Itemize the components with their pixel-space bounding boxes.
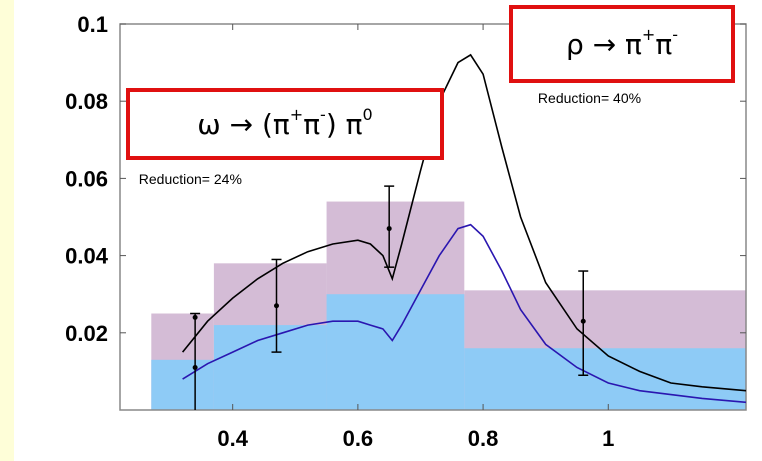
x-tick-label: 1 (602, 426, 614, 451)
data-point (580, 318, 586, 324)
reduction-left-annotation: Reduction= 24% (139, 171, 242, 187)
y-tick-label: 0.02 (65, 321, 108, 346)
x-tick-label: 0.6 (343, 426, 374, 451)
y-tick-label: 0.08 (65, 89, 108, 114)
y-tick-label: 0.04 (65, 244, 109, 269)
data-point (192, 365, 198, 371)
data-point (274, 303, 279, 309)
data-point (386, 226, 392, 232)
plot-area-frame (119, 23, 747, 411)
y-tick-label: 0.06 (65, 166, 108, 191)
histogram-bin-reduced (326, 294, 465, 410)
reduction-right-annotation: Reduction= 40% (538, 90, 641, 106)
histogram-bin-reduced (464, 348, 746, 410)
x-tick-label: 0.8 (468, 426, 499, 451)
histogram-bin-reduced (151, 359, 214, 410)
series-line-reduced (182, 223, 747, 404)
histogram-bin-reduced (213, 325, 327, 410)
data-point (192, 314, 198, 320)
x-tick-label: 0.4 (217, 426, 248, 451)
y-tick-label: 0.1 (77, 12, 108, 37)
rho-decay-label: ρ → π + π - (509, 5, 735, 83)
